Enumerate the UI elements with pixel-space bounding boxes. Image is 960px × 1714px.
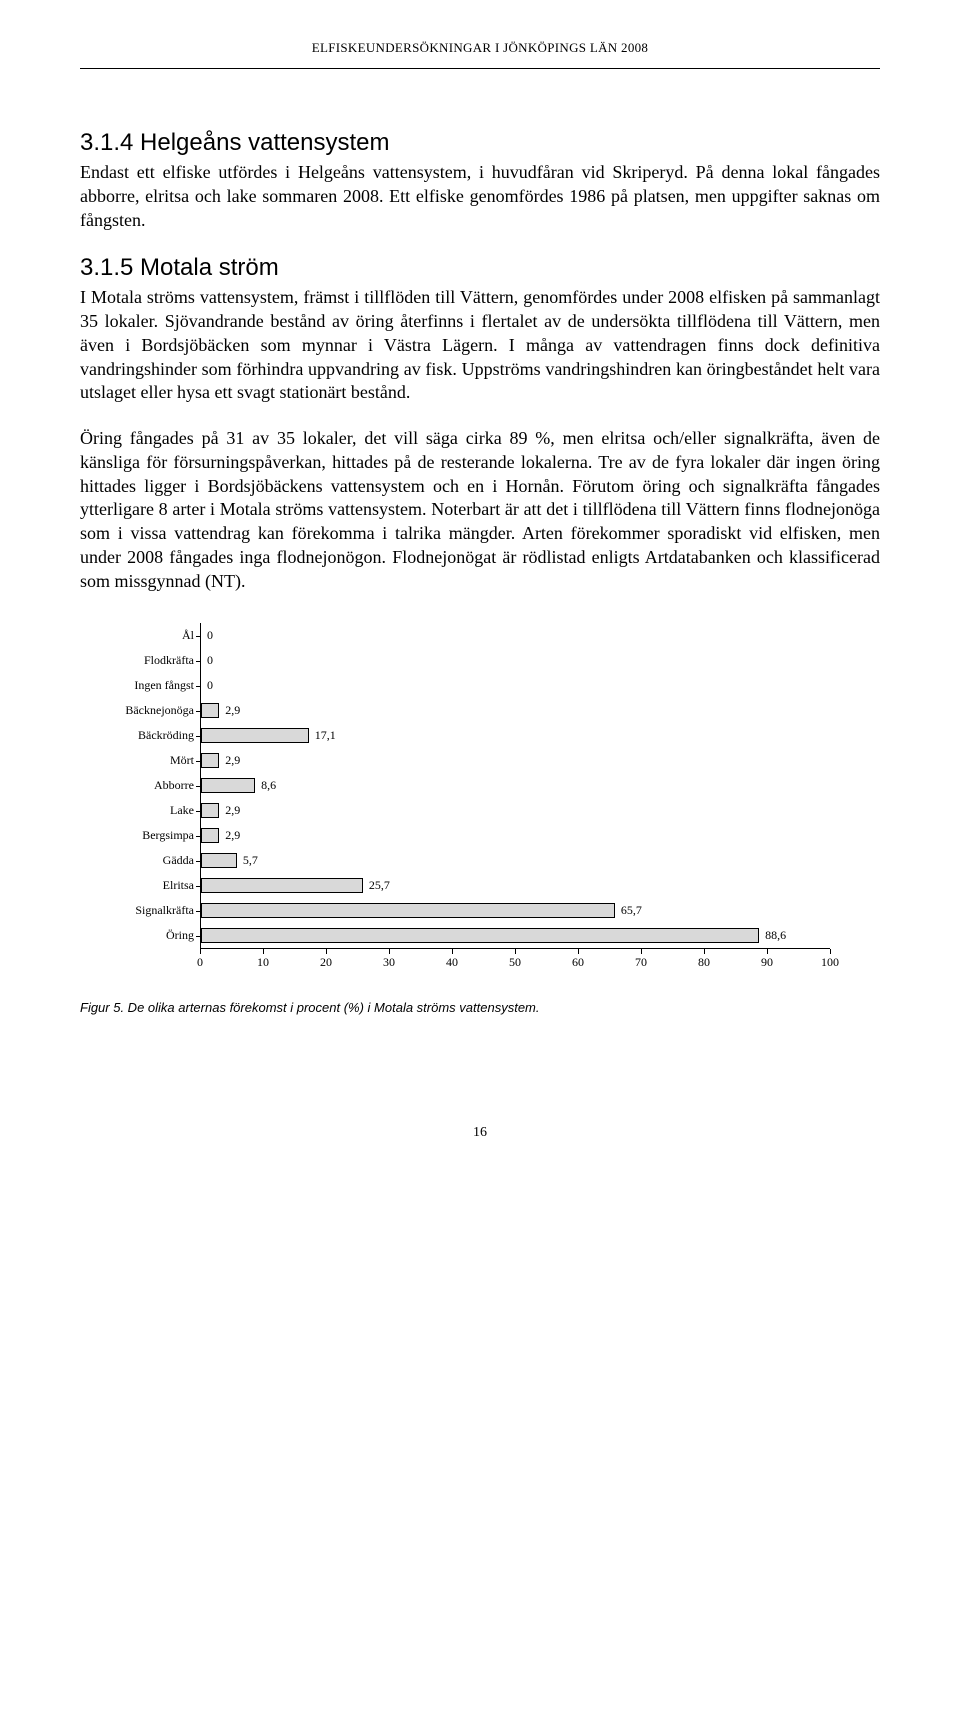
chart-value-label: 8,6 xyxy=(255,778,276,793)
chart-x-tick-label: 10 xyxy=(257,955,269,970)
chart-row: Ingen fångst0 xyxy=(110,673,880,698)
chart-x-tick-label: 0 xyxy=(197,955,203,970)
chart-x-tick-label: 40 xyxy=(446,955,458,970)
chart-bar xyxy=(201,903,615,918)
chart-x-tick-label: 60 xyxy=(572,955,584,970)
page-number: 16 xyxy=(80,1125,880,1141)
chart-row: Bäcknejonöga 2,9 xyxy=(110,698,880,723)
chart-bar xyxy=(201,853,237,868)
figure-caption: Figur 5. De olika arternas förekomst i p… xyxy=(80,1000,880,1015)
chart-bar-cell: 0 xyxy=(200,673,830,698)
chart-category-label: Ål xyxy=(110,628,200,643)
chart-bar-cell: 2,9 xyxy=(200,798,830,823)
chart-row: Mört 2,9 xyxy=(110,748,880,773)
chart-x-tick-label: 80 xyxy=(698,955,710,970)
chart-category-label: Bäckröding xyxy=(110,728,200,743)
chart-category-label: Mört xyxy=(110,753,200,768)
chart-value-label: 2,9 xyxy=(219,803,240,818)
chart-bar xyxy=(201,803,219,818)
running-title: ELFISKEUNDERSÖKNINGAR I JÖNKÖPINGS LÄN 2… xyxy=(312,40,648,55)
chart-x-tick-label: 70 xyxy=(635,955,647,970)
chart-value-label: 0 xyxy=(201,628,213,643)
chart-row: Flodkräfta0 xyxy=(110,648,880,673)
chart-category-label: Signalkräfta xyxy=(110,903,200,918)
chart-x-tick-label: 100 xyxy=(821,955,839,970)
chart-bar xyxy=(201,928,759,943)
chart-bar xyxy=(201,728,309,743)
chart-row: Bergsimpa 2,9 xyxy=(110,823,880,848)
chart-category-label: Bäcknejonöga xyxy=(110,703,200,718)
paragraph: Öring fångades på 31 av 35 lokaler, det … xyxy=(80,427,880,593)
chart-category-label: Abborre xyxy=(110,778,200,793)
chart-row: Gädda 5,7 xyxy=(110,848,880,873)
chart-value-label: 0 xyxy=(201,653,213,668)
running-header: ELFISKEUNDERSÖKNINGAR I JÖNKÖPINGS LÄN 2… xyxy=(80,40,880,69)
chart-bar-cell: 8,6 xyxy=(200,773,830,798)
chart-category-label: Elritsa xyxy=(110,878,200,893)
chart-x-tick-label: 20 xyxy=(320,955,332,970)
chart-x-axis: 0102030405060708090100 xyxy=(200,948,830,972)
chart-category-label: Ingen fångst xyxy=(110,678,200,693)
paragraph: I Motala ströms vattensystem, främst i t… xyxy=(80,286,880,405)
chart-value-label: 2,9 xyxy=(219,828,240,843)
chart-bar-cell: 2,9 xyxy=(200,748,830,773)
section-heading-315: 3.1.5 Motala ström xyxy=(80,254,880,282)
chart-bar-cell: 5,7 xyxy=(200,848,830,873)
section-heading-314: 3.1.4 Helgeåns vattensystem xyxy=(80,129,880,157)
chart-value-label: 25,7 xyxy=(363,878,390,893)
chart-category-label: Bergsimpa xyxy=(110,828,200,843)
chart-value-label: 5,7 xyxy=(237,853,258,868)
chart-bar xyxy=(201,878,363,893)
chart-category-label: Gädda xyxy=(110,853,200,868)
species-bar-chart: Ål0Flodkräfta0Ingen fångst0Bäcknejonöga2… xyxy=(110,623,880,972)
chart-x-tick-label: 90 xyxy=(761,955,773,970)
chart-value-label: 17,1 xyxy=(309,728,336,743)
chart-bar xyxy=(201,778,255,793)
chart-bar-cell: 0 xyxy=(200,648,830,673)
chart-bar xyxy=(201,703,219,718)
chart-bar-cell: 88,6 xyxy=(200,923,830,948)
chart-bar-cell: 0 xyxy=(200,623,830,648)
chart-bar-cell: 2,9 xyxy=(200,698,830,723)
chart-row: Signalkräfta 65,7 xyxy=(110,898,880,923)
chart-row: Ål0 xyxy=(110,623,880,648)
chart-x-tick-label: 30 xyxy=(383,955,395,970)
chart-category-label: Öring xyxy=(110,928,200,943)
chart-value-label: 65,7 xyxy=(615,903,642,918)
chart-value-label: 88,6 xyxy=(759,928,786,943)
chart-row: Öring 88,6 xyxy=(110,923,880,948)
chart-bar-cell: 2,9 xyxy=(200,823,830,848)
chart-category-label: Flodkräfta xyxy=(110,653,200,668)
chart-row: Abborre 8,6 xyxy=(110,773,880,798)
chart-row: Lake 2,9 xyxy=(110,798,880,823)
chart-bar xyxy=(201,753,219,768)
chart-bar-cell: 25,7 xyxy=(200,873,830,898)
chart-value-label: 2,9 xyxy=(219,703,240,718)
chart-bar-cell: 65,7 xyxy=(200,898,830,923)
chart-value-label: 0 xyxy=(201,678,213,693)
chart-value-label: 2,9 xyxy=(219,753,240,768)
chart-category-label: Lake xyxy=(110,803,200,818)
chart-x-tick-label: 50 xyxy=(509,955,521,970)
paragraph: Endast ett elfiske utfördes i Helgeåns v… xyxy=(80,161,880,232)
chart-bar xyxy=(201,828,219,843)
chart-row: Bäckröding 17,1 xyxy=(110,723,880,748)
chart-bar-cell: 17,1 xyxy=(200,723,830,748)
chart-row: Elritsa 25,7 xyxy=(110,873,880,898)
